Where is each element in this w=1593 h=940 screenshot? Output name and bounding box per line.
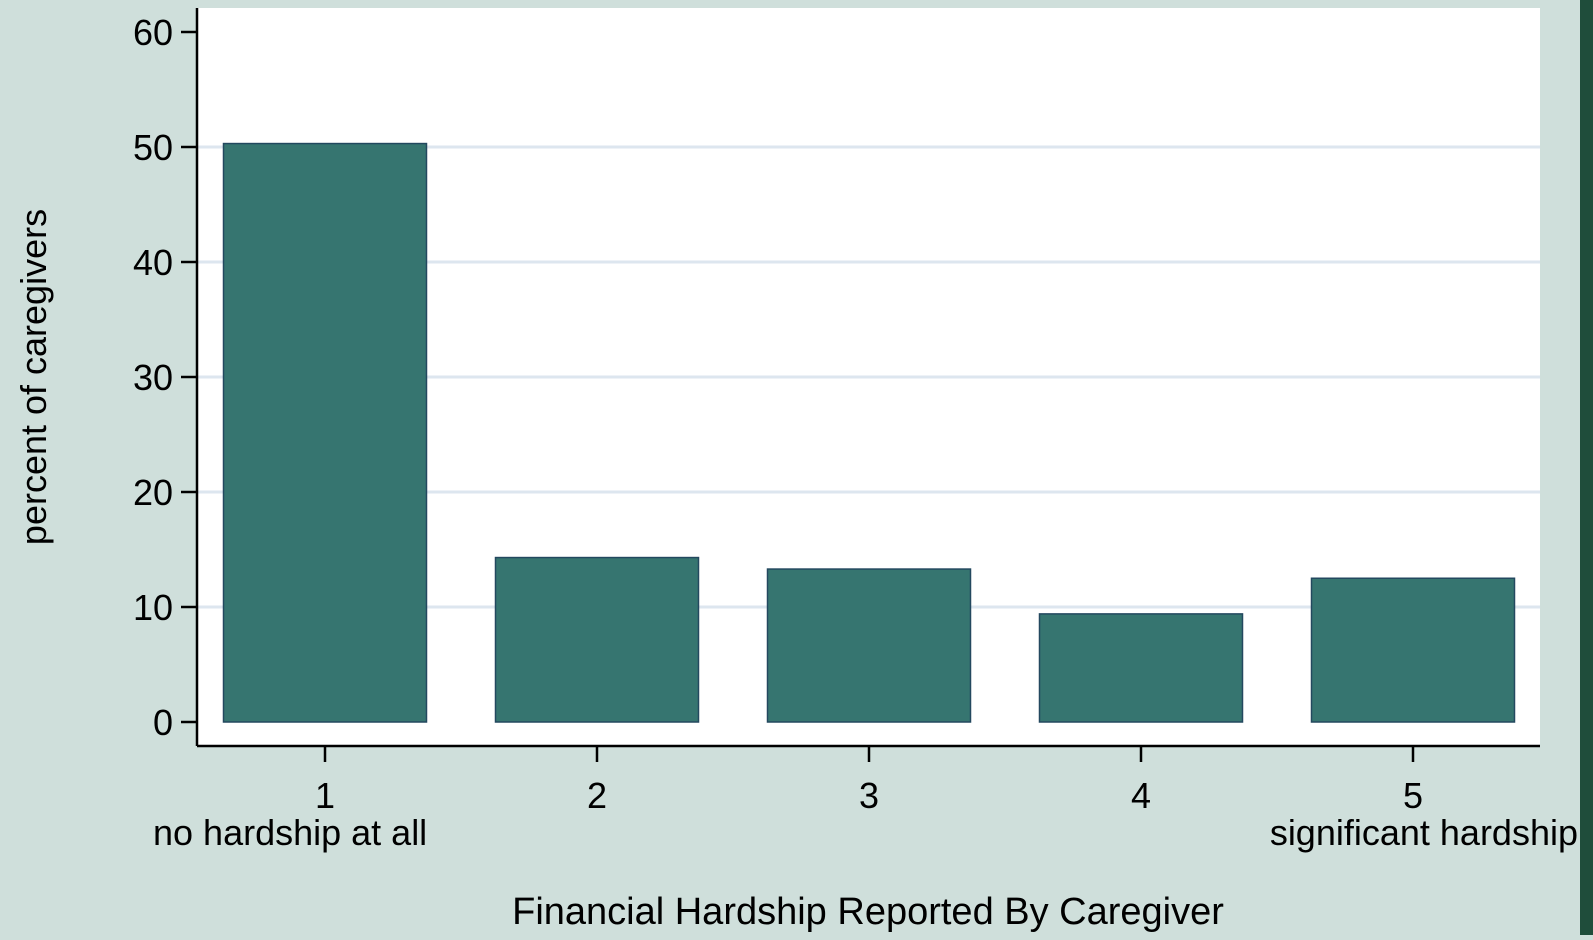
- x-tick-label: 3: [859, 775, 879, 816]
- right-edge-strip: [1580, 0, 1593, 935]
- y-tick-label: 30: [133, 357, 173, 398]
- x-axis-title: Financial Hardship Reported By Caregiver: [512, 891, 1224, 933]
- x-tick-label: 5: [1403, 775, 1423, 816]
- axes: [181, 8, 1540, 762]
- bar-5: [1310, 577, 1516, 723]
- y-tick-label: 60: [133, 12, 173, 53]
- y-tick-label: 50: [133, 127, 173, 168]
- y-tick-label: 10: [133, 587, 173, 628]
- x-tick-sublabel: no hardship at all: [153, 812, 427, 853]
- y-axis-title: percent of caregivers: [13, 209, 54, 545]
- x-tick-label: 1: [315, 775, 335, 816]
- bars: [222, 142, 1516, 723]
- tick-labels: 0 10 20 30 40 50 60 1no hardship at all 2 3 4 5sign…: [133, 12, 1578, 853]
- y-tick-label: 20: [133, 472, 173, 513]
- bar-1: [222, 142, 428, 723]
- y-tick-label: 0: [153, 702, 173, 743]
- bar-4: [1038, 613, 1244, 723]
- bar-2: [494, 556, 700, 723]
- bar-3: [766, 568, 972, 723]
- y-tick-label: 40: [133, 242, 173, 283]
- x-tick-label: 4: [1131, 775, 1151, 816]
- x-tick-sublabel: significant hardship: [1270, 812, 1578, 853]
- x-tick-label: 2: [587, 775, 607, 816]
